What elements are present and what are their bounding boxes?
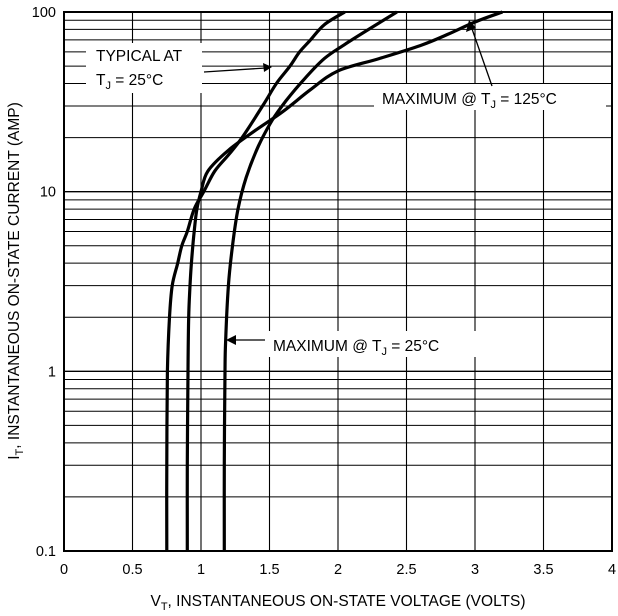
x-tick-label: 0.5 <box>122 562 142 578</box>
annotation-typical-line2: TJ = 25°C <box>96 72 163 92</box>
annotation-max25: MAXIMUM @ TJ = 25°C <box>226 331 478 358</box>
annotation-max25-arrowhead <box>226 335 236 345</box>
annotation-max125-arrowhead <box>466 20 476 32</box>
annotation-max125-rest: = 125°C <box>496 91 557 108</box>
x-axis-title: VT, INSTANTANEOUS ON-STATE VOLTAGE (VOLT… <box>150 593 525 613</box>
y-tick-label: 10 <box>40 185 56 201</box>
x-tick-label: 0 <box>60 562 68 578</box>
annotation-typical-box <box>86 43 202 93</box>
annotation-typical-arrowhead <box>263 63 272 72</box>
annotation-max125-text: MAXIMUM @ TJ = 125°C <box>382 91 557 111</box>
annotation-max125-prefix: MAXIMUM @ T <box>382 91 491 108</box>
x-axis-title-rest: , INSTANTANEOUS ON-STATE VOLTAGE (VOLTS) <box>168 593 526 610</box>
x-axis-title-sub: T <box>161 601 168 613</box>
annotation-typical-rest: = 25°C <box>111 72 163 89</box>
x-tick-label: 4 <box>608 562 616 578</box>
y-tick-label: 1 <box>48 364 56 380</box>
plot-frame <box>63 11 613 552</box>
y-tick-labels: 0.1 1 10 100 <box>32 5 56 560</box>
annotation-typical-line1: TYPICAL AT <box>96 48 183 65</box>
annotation-max25-box <box>266 331 478 357</box>
annotation-max25-prefix: MAXIMUM @ T <box>273 338 382 355</box>
x-tick-label: 1.5 <box>259 562 279 578</box>
annotation-typical-j: J <box>105 80 111 92</box>
y-tick-label: 0.1 <box>36 544 56 560</box>
annotation-max125-box <box>374 84 606 110</box>
y-axis-title: IT, INSTANTANEOUS ON-STATE CURRENT (AMP) <box>6 102 26 460</box>
x-tick-label: 1 <box>197 562 205 578</box>
x-tick-labels: 0 0.5 1 1.5 2 2.5 3 3.5 4 <box>60 562 616 578</box>
x-tick-label: 3 <box>471 562 479 578</box>
x-tick-label: 2.5 <box>396 562 416 578</box>
annotation-max25-rest: = 25°C <box>387 338 439 355</box>
series-line-typical_25c <box>165 10 346 552</box>
annotation-typical: TYPICAL AT TJ = 25°C <box>86 43 272 93</box>
y-axis-title-rest: , INSTANTANEOUS ON-STATE CURRENT (AMP) <box>6 102 23 448</box>
annotation-max125: MAXIMUM @ TJ = 125°C <box>374 20 606 111</box>
x-axis-title-prefix: V <box>150 593 161 610</box>
annotation-typical-arrow <box>203 67 267 73</box>
y-axis-title-sub: T <box>14 448 26 455</box>
annotation-max125-j: J <box>490 99 496 111</box>
y-tick-label: 100 <box>32 5 56 21</box>
y-axis-title-prefix: I <box>6 455 23 459</box>
x-tick-label: 2 <box>334 562 342 578</box>
annotation-max25-j: J <box>381 346 387 358</box>
series-line-maximum_25c <box>222 10 398 552</box>
annotation-typical-t: T <box>96 72 106 89</box>
annotation-max125-arrow <box>470 25 493 87</box>
annotation-max25-text: MAXIMUM @ TJ = 25°C <box>273 338 439 358</box>
x-tick-label: 3.5 <box>533 562 553 578</box>
series-line-maximum_125c <box>185 10 503 552</box>
curves <box>165 10 503 552</box>
